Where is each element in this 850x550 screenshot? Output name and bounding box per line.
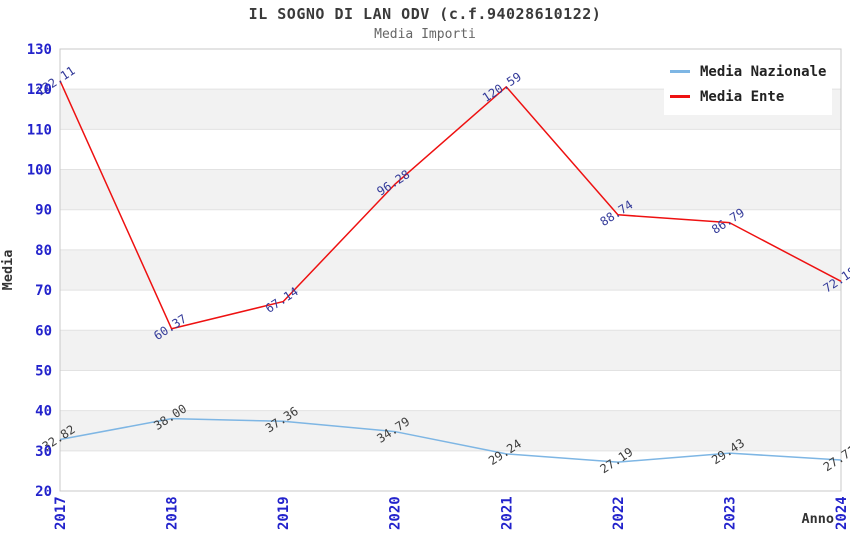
- y-tick-label: 40: [35, 404, 52, 420]
- legend-item-media-nazionale: Media Nazionale: [670, 59, 832, 84]
- chart-subtitle: Media Importi: [374, 27, 476, 42]
- y-tick-label: 70: [35, 283, 52, 299]
- legend-label-media-nazionale: Media Nazionale: [700, 63, 827, 80]
- y-tick-label: 130: [27, 42, 52, 58]
- x-tick-label: 2023: [722, 496, 738, 530]
- y-tick-label: 110: [27, 122, 52, 138]
- y-tick-label: 100: [27, 163, 52, 179]
- x-tick-label: 2024: [834, 496, 850, 530]
- x-axis-title: Anno: [801, 511, 834, 527]
- y-tick-label: 120: [27, 82, 52, 98]
- y-tick-label: 60: [35, 323, 52, 339]
- grid-band: [60, 169, 841, 210]
- grid-band: [60, 410, 841, 451]
- y-tick-label: 30: [35, 444, 52, 460]
- y-tick-label: 90: [35, 203, 52, 219]
- grid-band: [60, 330, 841, 371]
- series-line-media-nazionale: [59, 417, 842, 463]
- grid-band: [60, 249, 841, 291]
- plot-border: [59, 48, 842, 492]
- series-line-media-ente: [59, 80, 842, 330]
- x-tick-label: 2021: [499, 496, 515, 530]
- legend-item-media-ente: Media Ente: [670, 84, 832, 109]
- y-tick-label: 80: [35, 243, 52, 259]
- x-tick-label: 2022: [611, 496, 627, 530]
- legend-label-media-ente: Media Ente: [700, 88, 785, 105]
- x-tick-label: 2020: [388, 496, 404, 530]
- y-tick-label: 50: [35, 363, 52, 379]
- legend-swatch-nazionale-icon: [670, 70, 690, 73]
- x-tick-label: 2018: [165, 496, 181, 530]
- legend: Media Nazionale Media Ente: [664, 55, 832, 115]
- x-tick-label: 2019: [276, 496, 292, 530]
- legend-swatch-ente-icon: [670, 95, 690, 98]
- x-tick-label: 2017: [53, 496, 69, 530]
- y-axis-title: Media: [0, 250, 16, 291]
- chart-title: IL SOGNO DI LAN ODV (c.f.94028610122): [248, 5, 602, 23]
- y-tick-label: 20: [35, 484, 52, 500]
